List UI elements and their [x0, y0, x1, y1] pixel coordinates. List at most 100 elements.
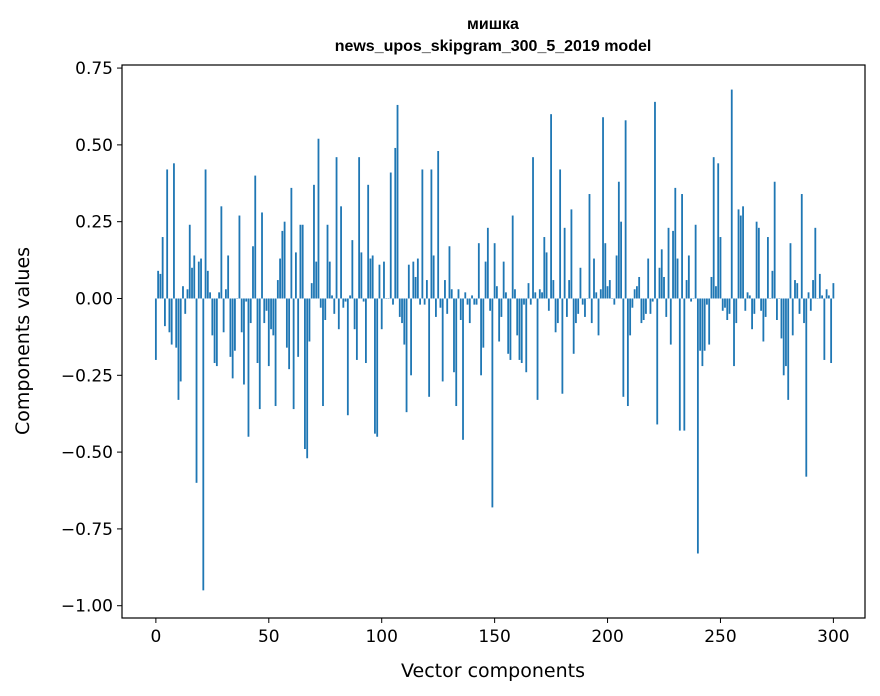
bar	[764, 298, 767, 317]
bar	[468, 298, 471, 324]
bar	[561, 298, 564, 394]
plot-area-frame	[121, 64, 866, 619]
bar	[432, 255, 435, 299]
bar	[360, 252, 363, 299]
bar	[410, 298, 412, 376]
bar	[748, 295, 751, 299]
bar	[184, 298, 187, 314]
x-tick-label: 200	[591, 627, 623, 647]
bar	[407, 264, 410, 299]
bar	[782, 298, 785, 376]
bar	[708, 298, 711, 345]
bar	[550, 114, 552, 299]
chart-title: мишка	[467, 16, 519, 33]
bar	[690, 298, 693, 302]
bar	[658, 267, 661, 299]
bar	[572, 298, 575, 354]
bar	[450, 289, 453, 299]
bar	[518, 298, 521, 360]
bar	[396, 104, 399, 299]
bar	[760, 298, 763, 311]
bar	[676, 258, 679, 299]
bar	[495, 286, 498, 299]
bar	[202, 298, 205, 591]
bar	[626, 298, 629, 407]
bar	[261, 212, 263, 299]
bar	[209, 292, 211, 299]
bar	[577, 298, 580, 314]
bar	[599, 289, 602, 299]
bar	[575, 298, 577, 324]
bar	[663, 276, 665, 299]
bar	[317, 138, 320, 299]
bar	[290, 187, 293, 299]
bar	[254, 175, 257, 299]
bar	[405, 298, 408, 413]
bar	[556, 298, 559, 324]
bar	[374, 298, 376, 434]
bar	[281, 230, 284, 299]
bar	[308, 298, 311, 342]
bar	[590, 298, 593, 324]
bar	[805, 298, 808, 477]
bar	[425, 280, 428, 299]
bar	[608, 280, 611, 299]
bar	[256, 298, 259, 364]
bar	[552, 280, 555, 299]
bar	[177, 298, 180, 400]
bar	[453, 298, 455, 373]
bar	[444, 280, 446, 299]
bar	[435, 298, 437, 317]
bar	[484, 261, 487, 299]
bar	[751, 298, 753, 330]
bar	[489, 298, 492, 311]
bar	[532, 157, 534, 299]
y-tick-label: 0.00	[75, 289, 113, 309]
y-axis-ticks: 0.75 0.50 0.25 0.00 −0.25 −0.50 −0.75 −1.00	[61, 59, 122, 617]
x-axis-label: Vector components	[401, 660, 585, 682]
y-tick-label: 0.75	[75, 59, 113, 79]
bar	[536, 298, 539, 400]
bar	[473, 298, 476, 305]
bar	[285, 298, 288, 348]
bar	[224, 289, 227, 299]
bar	[543, 237, 546, 299]
bar	[243, 298, 245, 385]
bar	[807, 292, 810, 299]
bar	[342, 298, 345, 308]
bar	[595, 292, 598, 299]
bar	[215, 298, 218, 367]
bar	[651, 298, 654, 302]
bar	[602, 117, 604, 299]
bar	[464, 292, 467, 299]
bar	[735, 298, 738, 324]
bar	[502, 261, 505, 299]
bar	[685, 280, 688, 299]
bar	[728, 298, 731, 314]
bar	[455, 298, 458, 407]
bar	[516, 298, 519, 336]
bar	[665, 298, 668, 317]
bar	[369, 258, 372, 299]
bar	[349, 295, 351, 299]
y-tick-label: 0.25	[75, 213, 113, 233]
bar	[326, 224, 329, 299]
bar	[674, 187, 677, 299]
bar	[362, 298, 365, 302]
bar	[699, 298, 702, 351]
bar	[710, 276, 713, 299]
bar	[529, 298, 532, 305]
bar	[638, 276, 641, 299]
bar	[179, 298, 182, 382]
bar	[547, 298, 550, 311]
bar	[706, 298, 708, 305]
bar	[274, 298, 277, 407]
bar	[559, 169, 562, 299]
bar	[333, 298, 336, 314]
bar	[493, 243, 496, 299]
bar	[234, 298, 236, 351]
bar	[430, 169, 433, 299]
bar	[523, 298, 525, 305]
bar	[579, 267, 582, 299]
bar	[809, 298, 812, 311]
